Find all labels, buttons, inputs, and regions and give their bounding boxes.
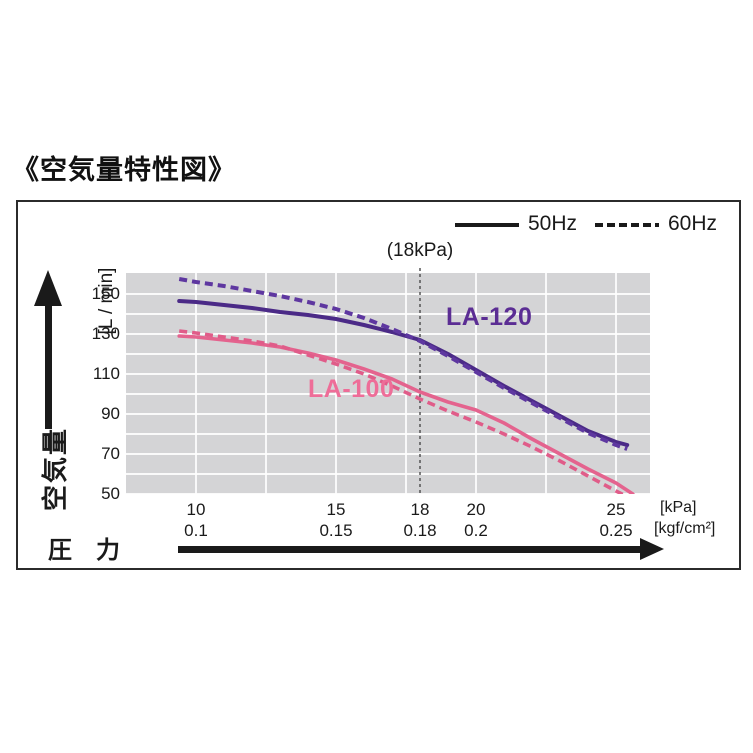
x-axis-unit-kpa: [kPa] <box>660 499 697 516</box>
annotation-18kpa: (18kPa) <box>386 240 454 261</box>
x-axis-name: 圧 力 <box>48 537 120 564</box>
y-tick-label: 110 <box>92 364 120 383</box>
x-tick-kpa: 10 <box>186 500 206 519</box>
legend-50hz-label: 50Hz <box>528 212 578 235</box>
series-label-la120: LA-120 <box>446 303 533 331</box>
y-tick-label: 130 <box>91 324 120 343</box>
x-axis-arrow-shaft <box>178 546 642 553</box>
curve-la-100-50Hz <box>177 334 635 494</box>
legend-50hz-line-sample <box>455 223 519 227</box>
x-tick-kpa: 25 <box>606 500 626 519</box>
x-axis-arrow-head <box>640 538 664 560</box>
x-tick-kpa: 20 <box>466 500 486 519</box>
x-tick-kgf: 0.2 <box>464 521 488 540</box>
x-tick-kgf: 0.15 <box>319 521 353 540</box>
y-tick-label: 50 <box>101 484 120 503</box>
y-axis-arrow-head <box>34 270 62 306</box>
x-tick-kgf: 0.25 <box>599 521 633 540</box>
series-label-la100: LA-100 <box>308 375 395 403</box>
legend-60hz-label: 60Hz <box>668 212 718 235</box>
curve-la-120-60Hz <box>178 277 628 451</box>
y-tick-label: 90 <box>101 404 120 423</box>
legend-60hz-line-sample <box>595 223 659 227</box>
chart-frame: 50Hz 60Hz (18kPa) LA-120 LA-100 [L / min… <box>16 200 741 570</box>
x-axis-unit-kgf: [kgf/cm²] <box>654 520 716 537</box>
x-tick-kgf: 0.1 <box>184 521 208 540</box>
y-axis-arrow-shaft <box>44 305 52 429</box>
x-tick-kgf: 0.18 <box>403 521 437 540</box>
chart-plot-area <box>126 268 650 495</box>
y-tick-label: 70 <box>101 444 120 463</box>
x-tick-kpa: 18 <box>410 500 430 519</box>
page-title: 《空気量特性図》 <box>12 155 236 185</box>
x-tick-kpa: 15 <box>326 500 346 519</box>
y-tick-label: 150 <box>91 284 120 303</box>
y-axis-arrow-icon <box>33 270 63 429</box>
curve-la-100-60Hz <box>178 329 627 494</box>
y-axis-name: 空気量 <box>40 427 70 512</box>
